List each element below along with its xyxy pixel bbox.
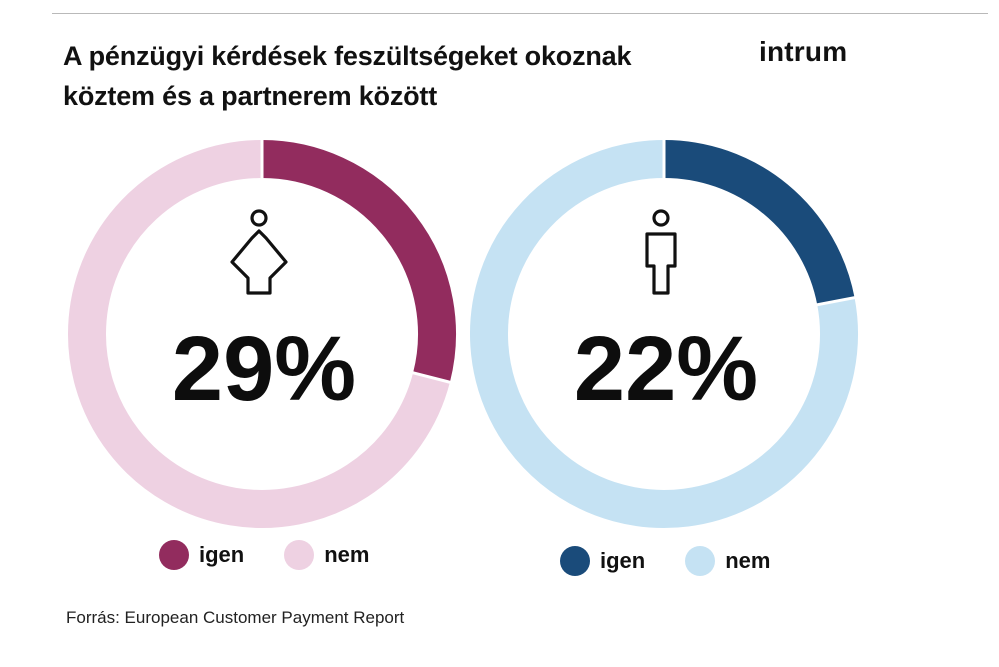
legend-item-nem: nem (284, 540, 369, 570)
chart-title: A pénzügyi kérdések feszültségeket okozn… (63, 41, 632, 111)
swatch-igen-women (159, 540, 189, 570)
top-divider (52, 13, 988, 14)
legend-men: igen nem (560, 546, 810, 576)
legend-item-nem: nem (685, 546, 770, 576)
male-icon (645, 209, 677, 295)
legend-label-nem: nem (725, 548, 771, 573)
female-icon (230, 209, 288, 295)
intrum-logo: intrum (759, 36, 848, 67)
legend-label-igen: igen (199, 542, 245, 567)
swatch-nem-men (685, 546, 716, 576)
legend-label-nem: nem (324, 542, 370, 567)
legend-item-igen: igen (560, 546, 645, 576)
legend-label-igen: igen (600, 548, 646, 573)
swatch-igen-men (560, 546, 590, 576)
women-percent-label: 29% (172, 318, 356, 420)
slice-separator-men (815, 295, 856, 307)
donut-slice-women-nem (68, 140, 450, 528)
donut-slice-men-nem (470, 140, 858, 528)
legend-women: igen nem (159, 540, 409, 570)
source-note: Forrás: European Customer Payment Report (66, 608, 405, 627)
donut-slice-men-igen (663, 140, 855, 306)
swatch-nem-women (284, 540, 315, 570)
donut-slice-women-igen (261, 140, 456, 383)
men-percent-label: 22% (574, 318, 758, 420)
legend-item-igen: igen (159, 540, 244, 570)
slice-separator-women (411, 371, 452, 384)
